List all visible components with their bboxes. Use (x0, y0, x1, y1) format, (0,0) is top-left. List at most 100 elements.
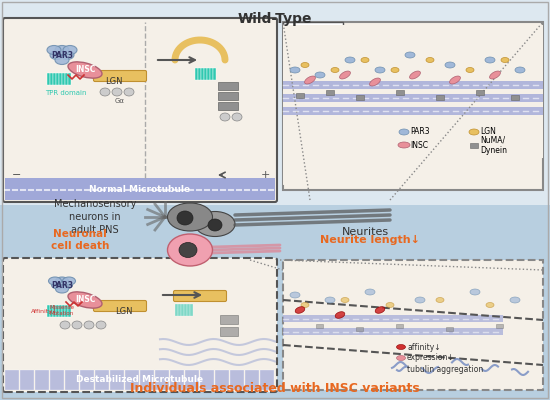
Text: PAR3: PAR3 (410, 128, 430, 136)
Ellipse shape (399, 129, 409, 135)
Ellipse shape (485, 57, 495, 63)
Bar (62, 73, 64, 85)
Bar (210, 68, 212, 80)
Text: LGN: LGN (115, 308, 133, 316)
Bar (170, 370, 184, 390)
Bar (200, 370, 214, 390)
Ellipse shape (220, 113, 230, 121)
Ellipse shape (55, 46, 69, 54)
Bar (436, 95, 444, 100)
Bar (65, 73, 68, 85)
Text: Destabilized Microtubule: Destabilized Microtubule (76, 376, 204, 384)
Ellipse shape (510, 297, 520, 303)
FancyBboxPatch shape (173, 290, 227, 302)
Ellipse shape (397, 356, 405, 360)
Bar (0, 205, 550, 400)
Bar (283, 94, 543, 102)
Bar (50, 370, 64, 390)
Bar (53, 305, 56, 317)
Bar (181, 304, 184, 316)
Bar (195, 68, 197, 80)
Bar (198, 68, 201, 80)
Ellipse shape (63, 46, 77, 54)
Ellipse shape (112, 88, 122, 96)
Ellipse shape (68, 62, 102, 78)
Bar (47, 305, 49, 317)
Bar (283, 315, 503, 322)
FancyBboxPatch shape (3, 18, 277, 202)
Text: NuMA/
Dynein: NuMA/ Dynein (480, 135, 507, 155)
Bar (220, 315, 238, 324)
Text: TPR domain: TPR domain (45, 90, 87, 96)
Ellipse shape (445, 62, 455, 68)
Ellipse shape (315, 72, 325, 78)
Text: Normal Microtubule: Normal Microtubule (90, 184, 190, 194)
Bar (59, 305, 62, 317)
Text: Missense
Mutation: Missense Mutation (50, 305, 74, 316)
Ellipse shape (208, 219, 222, 231)
Bar (65, 305, 68, 317)
Ellipse shape (56, 277, 69, 285)
FancyBboxPatch shape (3, 258, 277, 392)
Bar (47, 73, 49, 85)
Bar (185, 370, 199, 390)
Polygon shape (283, 25, 543, 185)
Ellipse shape (391, 68, 399, 72)
Bar (218, 92, 238, 100)
Ellipse shape (305, 76, 315, 84)
Ellipse shape (436, 298, 444, 302)
Bar (283, 107, 543, 115)
Bar (62, 305, 64, 317)
Ellipse shape (56, 285, 69, 293)
Bar (65, 370, 79, 390)
Bar (326, 90, 334, 95)
Text: Neuronal
cell death: Neuronal cell death (51, 229, 109, 251)
Bar (59, 73, 62, 85)
Ellipse shape (426, 58, 434, 62)
Ellipse shape (339, 71, 350, 79)
Ellipse shape (48, 277, 62, 285)
Ellipse shape (470, 289, 480, 295)
Text: affinity↓: affinity↓ (407, 342, 441, 352)
Ellipse shape (295, 307, 305, 313)
Ellipse shape (84, 321, 94, 329)
Ellipse shape (72, 321, 82, 329)
Bar (356, 327, 363, 331)
Text: Mechanosensory
neurons in
adult PNS: Mechanosensory neurons in adult PNS (54, 199, 136, 235)
Bar (53, 73, 56, 85)
Text: INSC: INSC (75, 66, 95, 74)
Ellipse shape (60, 50, 74, 60)
FancyBboxPatch shape (94, 300, 146, 312)
Bar (215, 370, 229, 390)
Ellipse shape (168, 234, 212, 266)
Ellipse shape (386, 302, 394, 308)
Bar (511, 95, 519, 100)
Text: INSC: INSC (410, 140, 428, 150)
Ellipse shape (466, 68, 474, 72)
Ellipse shape (232, 113, 242, 121)
Bar (204, 68, 206, 80)
Ellipse shape (365, 289, 375, 295)
Ellipse shape (195, 212, 235, 236)
Ellipse shape (397, 344, 405, 350)
Bar (396, 324, 403, 328)
Bar (110, 370, 124, 390)
Bar (396, 90, 404, 95)
Bar (68, 73, 70, 85)
Bar (95, 370, 109, 390)
Bar (296, 93, 304, 98)
Text: PAR3: PAR3 (51, 280, 73, 290)
Bar (0, 0, 550, 205)
Ellipse shape (96, 321, 106, 329)
Bar (184, 304, 186, 316)
Text: Wild-Type: Wild-Type (238, 12, 312, 26)
Bar (476, 90, 484, 95)
Bar (35, 370, 49, 390)
Ellipse shape (301, 302, 309, 308)
Ellipse shape (398, 142, 410, 148)
Text: −: − (12, 170, 21, 180)
Text: Gα: Gα (115, 98, 125, 104)
Bar (140, 370, 154, 390)
Ellipse shape (59, 281, 73, 289)
Ellipse shape (331, 68, 339, 72)
